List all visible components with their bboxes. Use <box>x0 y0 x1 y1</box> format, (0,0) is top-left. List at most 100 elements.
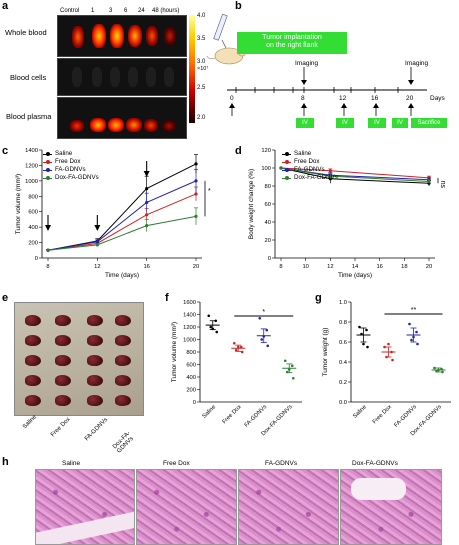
legend-item-saline: Saline <box>43 150 99 158</box>
data-point <box>427 180 430 183</box>
data-point <box>194 162 197 165</box>
x-tick-label: Saline <box>202 404 218 420</box>
tumor-sample <box>55 375 71 386</box>
y-tick-label: 1400 <box>25 148 38 154</box>
data-point <box>441 371 444 374</box>
data-point <box>215 331 218 334</box>
treatment-arrowhead <box>144 171 150 177</box>
treatment-box-3: IV <box>368 118 386 128</box>
y-tick-label: 200 <box>28 241 38 247</box>
col-header-3: 3 <box>109 8 112 14</box>
data-point <box>391 359 394 362</box>
y-tick-label: 1000 <box>25 179 38 185</box>
legend-label: Dox-FA-GDNVs <box>55 174 99 182</box>
y-tick-label: 1600 <box>183 300 196 306</box>
col-header-6: 6 <box>124 8 127 14</box>
x-axis-title: Time (days) <box>338 272 372 279</box>
x-tick-label: 16 <box>143 264 149 270</box>
histology-image-dox-fa-gdnvs <box>340 469 442 545</box>
tumor-sample <box>115 335 131 346</box>
x-tick-label: FA-GDNVs <box>244 404 269 429</box>
data-point <box>46 249 49 252</box>
chart-body-weight-change: 0 20 40 60 80 100 120 8 10 12 14 16 18 20 Time (days) B… <box>235 145 459 280</box>
y-tick-label: 400 <box>28 225 38 231</box>
data-point <box>233 342 236 345</box>
data-point <box>194 192 197 195</box>
tumor-sample <box>55 395 71 406</box>
y-tick-label: 400 <box>186 375 196 381</box>
data-point <box>260 338 263 341</box>
y-tick-label: 0 <box>193 400 196 406</box>
data-point <box>284 359 287 362</box>
tumor-sample <box>55 355 71 366</box>
y-tick-label: 40 <box>265 220 271 226</box>
data-point <box>96 240 99 243</box>
photo-label-free-dox: Free Dox <box>50 417 72 439</box>
timeline-tick-16: 16 <box>371 95 378 102</box>
tumor-sample <box>87 335 103 346</box>
row-label-blood-cells: Blood cells <box>10 73 46 82</box>
treatment-box-4: IV <box>392 118 408 128</box>
tumor-sample <box>115 375 131 386</box>
data-point <box>410 339 413 342</box>
colorbar <box>189 15 195 123</box>
data-point <box>358 326 361 329</box>
histology-label-dox-fa-gdnvs: Dox-FA-GDNVs <box>352 460 398 467</box>
legend-c: Saline Free Dox FA-GDNVs Dox-FA-GDNVs <box>43 150 99 182</box>
legend-item-dox-fa-gdnvs: Dox-FA-GDNVs <box>282 174 338 182</box>
y-tick-label: 1000 <box>183 338 196 344</box>
series-line <box>48 216 196 250</box>
y-tick-label: 800 <box>186 350 196 356</box>
y-tick-label: 120 <box>261 148 271 154</box>
y-tick-label: 100 <box>261 166 271 172</box>
treatment-box-sacrifice: Sacrifice <box>411 118 447 128</box>
data-point <box>96 243 99 246</box>
histology-image-saline <box>35 469 135 545</box>
data-point <box>145 201 148 204</box>
y-tick-label: 600 <box>28 210 38 216</box>
chart-tumor-volume-dot: 0 200 400 600 800 1000 1200 1400 1600 Tumor volum… <box>160 292 310 452</box>
data-point <box>366 346 369 349</box>
x-tick-label: 12 <box>327 264 333 270</box>
y-axis-title: Tumor weight (g) <box>322 328 329 377</box>
y-tick-label: 1400 <box>183 313 196 319</box>
data-point <box>207 314 210 317</box>
tumor-sample <box>87 395 103 406</box>
chart-tumor-weight-dot: 0.00.20.40.60.81.0Tumor weight (g)Saline… <box>309 292 459 452</box>
data-point <box>194 179 197 182</box>
y-tick-label: 0.2 <box>339 380 347 386</box>
histology-label-fa-gdnvs: FA-GDNVs <box>265 460 297 467</box>
data-point <box>258 317 261 320</box>
photo-label-fa-gdnvs: FA-GDNVs <box>84 417 109 442</box>
data-point <box>291 364 294 367</box>
data-point <box>241 351 244 354</box>
x-tick-label: 20 <box>426 264 432 270</box>
timeline-tick-12: 12 <box>339 95 346 102</box>
significance-mark: ns <box>439 181 446 189</box>
x-tick-label: 14 <box>352 264 359 270</box>
tumor-sample <box>25 315 41 326</box>
y-tick-label: 600 <box>186 363 196 369</box>
panel-label-h: h <box>2 456 9 468</box>
treatment-arrowhead <box>94 225 100 231</box>
legend-label: Dox-FA-GDNVs <box>294 174 338 182</box>
legend-label: Free Dox <box>55 158 80 166</box>
x-tick-label: 18 <box>401 264 407 270</box>
col-header-1: 1 <box>91 8 94 14</box>
y-tick-label: 1200 <box>25 163 38 169</box>
tumor-sample <box>25 375 41 386</box>
x-tick-label: 8 <box>46 264 49 270</box>
data-point <box>387 343 390 346</box>
y-axis-title: Body weight change (%) <box>248 169 255 239</box>
data-point <box>292 377 295 380</box>
legend-item-fa-gdnvs: FA-GDNVs <box>282 166 338 174</box>
x-tick-label: Saline <box>352 404 368 420</box>
tumor-sample <box>115 395 131 406</box>
photo-label-dox-fa-gdnvs: Dox-FA-GDNVs <box>112 425 142 455</box>
legend-item-saline: Saline <box>282 150 338 158</box>
treatment-box-2: IV <box>336 118 354 128</box>
data-point <box>209 326 212 329</box>
tumor-sample <box>25 335 41 346</box>
y-axis-title: Tumor volume (mm³) <box>171 322 178 382</box>
data-point <box>362 343 365 346</box>
